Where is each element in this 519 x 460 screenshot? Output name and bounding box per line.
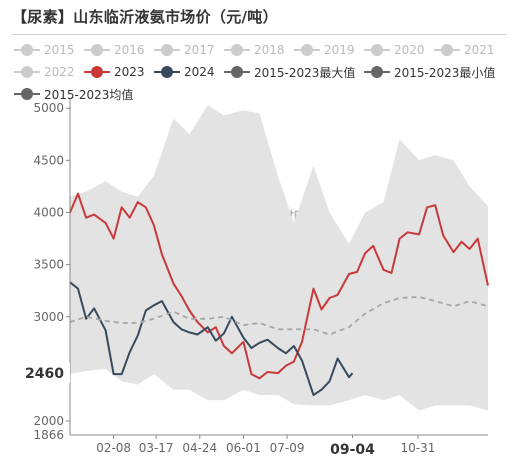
legend-item-2020[interactable]: 2020 <box>364 42 425 58</box>
legend-marker-icon <box>224 44 250 56</box>
legend-marker-icon <box>364 44 390 56</box>
legend-label: 2015-2023均值 <box>44 87 134 102</box>
legend-label: 2021 <box>464 43 495 57</box>
legend-item-2022[interactable]: 2022 <box>14 64 75 80</box>
x-tick-label: 02-08 <box>96 441 131 455</box>
title-divider <box>12 34 507 35</box>
y-tick-label: 4000 <box>33 205 64 219</box>
highlight-y-box <box>24 363 70 384</box>
legend-marker-icon <box>154 44 180 56</box>
range-band-max-min <box>70 105 488 411</box>
series-line-2023 <box>69 192 489 380</box>
y-tick-label: 5000 <box>33 101 64 115</box>
legend-item-2024[interactable]: 2024 <box>154 64 215 80</box>
highlight-x-box <box>326 438 379 458</box>
legend-label: 2015-2023最大值 <box>254 65 356 80</box>
x-tick-label: 04-24 <box>182 441 217 455</box>
legend-label: 2023 <box>114 65 145 79</box>
y-tick-label: 3500 <box>33 258 64 272</box>
y-min-label: 1866 <box>33 428 64 442</box>
legend-item-2023[interactable]: 2023 <box>84 64 145 80</box>
legend-label: 2015-2023最小值 <box>394 65 496 80</box>
highlight-x-label: 09-04 <box>330 442 375 458</box>
legend-item-2015-2023均值[interactable]: 2015-2023均值 <box>14 86 133 102</box>
x-tick-label: 03-17 <box>139 441 174 455</box>
legend-marker-icon <box>84 66 110 78</box>
legend-marker-icon <box>14 66 40 78</box>
x-tick-label: 07-09 <box>270 441 305 455</box>
y-tick-label: 2000 <box>33 414 64 428</box>
y-tick-label: 4500 <box>33 153 64 167</box>
legend-label: 2018 <box>254 43 285 57</box>
legend-marker-icon <box>14 44 40 56</box>
legend-marker-icon <box>294 44 320 56</box>
highlight-y-label: 2460 <box>25 366 64 382</box>
legend-label: 2022 <box>44 65 75 79</box>
legend-item-2015-2023最大值[interactable]: 2015-2023最大值 <box>224 64 355 80</box>
legend-item-2017[interactable]: 2017 <box>154 42 215 58</box>
legend-item-2021[interactable]: 2021 <box>434 42 495 58</box>
legend-item-2016[interactable]: 2016 <box>84 42 145 58</box>
legend-label: 2016 <box>114 43 145 57</box>
y-tick-label: 3000 <box>33 310 64 324</box>
legend-label: 2017 <box>184 43 215 57</box>
legend-marker-icon <box>364 66 390 78</box>
legend-marker-icon <box>154 66 180 78</box>
legend-label: 2020 <box>394 43 425 57</box>
legend-item-2015-2023最小值[interactable]: 2015-2023最小值 <box>364 64 495 80</box>
legend-item-2019[interactable]: 2019 <box>294 42 355 58</box>
legend-label: 2019 <box>324 43 355 57</box>
legend-label: 2015 <box>44 43 75 57</box>
legend-marker-icon <box>434 44 460 56</box>
x-tick-label: 06-01 <box>226 441 261 455</box>
legend-item-2015[interactable]: 2015 <box>14 42 75 58</box>
legend-item-2018[interactable]: 2018 <box>224 42 285 58</box>
legend-marker-icon <box>14 88 40 100</box>
x-tick-label: 10-31 <box>401 441 436 455</box>
series-line-2024 <box>69 281 354 396</box>
chart-title: 【尿素】山东临沂液氨市场价（元/吨） <box>12 8 278 26</box>
legend-marker-icon <box>224 66 250 78</box>
legend-marker-icon <box>84 44 110 56</box>
legend-label: 2024 <box>184 65 215 79</box>
